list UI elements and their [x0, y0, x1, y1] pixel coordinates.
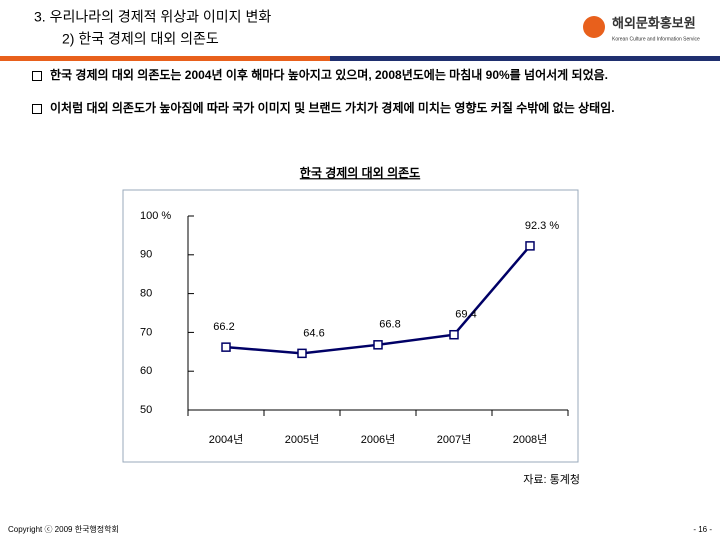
page-number: - 16 - — [693, 525, 712, 534]
x-tick-label: 2008년 — [513, 433, 548, 446]
slide-subtitle: 2) 한국 경제의 대외 의존도 — [62, 31, 219, 47]
y-tick-label: 90 — [140, 249, 152, 261]
data-label: 92.3 % — [525, 220, 559, 232]
data-label: 66.2 — [213, 321, 234, 333]
x-tick-label: 2004년 — [209, 433, 244, 446]
data-label: 69.4 — [455, 309, 476, 321]
x-tick-label: 2006년 — [361, 433, 396, 446]
line — [225, 245, 531, 355]
y-tick-label: 80 — [140, 288, 152, 300]
bullet: 이처럼 대외 의존도가 높아짐에 따라 국가 이미지 및 브랜드 가치가 경제에… — [30, 101, 720, 116]
bullet: 한국 경제의 대외 의존도는 2004년 이후 해마다 높아지고 있으며, 20… — [30, 68, 720, 83]
marker — [373, 340, 383, 350]
y-tick-label: 100 % — [140, 210, 171, 222]
bullet-text: 한국 경제의 대외 의존도는 2004년 이후 해마다 높아지고 있으며, 20… — [50, 68, 608, 82]
marker — [221, 342, 231, 352]
source: 자료: 통계청 — [523, 473, 580, 486]
chart-title: 한국 경제의 대외 의존도 — [300, 165, 420, 180]
header-bar — [0, 56, 330, 61]
data-label: 64.6 — [303, 327, 324, 339]
header-bar — [330, 56, 720, 61]
x-tick-label: 2005년 — [285, 433, 320, 446]
logo-icon — [583, 16, 605, 38]
slide-title: 3. 우리나라의 경제적 위상과 이미지 변화 — [34, 9, 271, 25]
marker — [525, 241, 535, 251]
bullet-text: 이처럼 대외 의존도가 높아짐에 따라 국가 이미지 및 브랜드 가치가 경제에… — [50, 101, 615, 115]
marker — [297, 348, 307, 359]
y-tick-label: 60 — [140, 365, 152, 377]
logo: 해외문화홍보원 — [612, 15, 696, 30]
copyright: Copyright ⓒ 2009 한국행정학회 — [8, 524, 119, 534]
logo-sub: Korean Culture and Information Service — [612, 36, 700, 42]
y-tick-label: 50 — [140, 404, 152, 416]
y-tick-label: 70 — [140, 326, 152, 338]
chart-frame — [122, 189, 579, 463]
data-label: 66.8 — [379, 319, 400, 331]
marker — [449, 329, 459, 340]
x-tick-label: 2007년 — [437, 433, 472, 446]
